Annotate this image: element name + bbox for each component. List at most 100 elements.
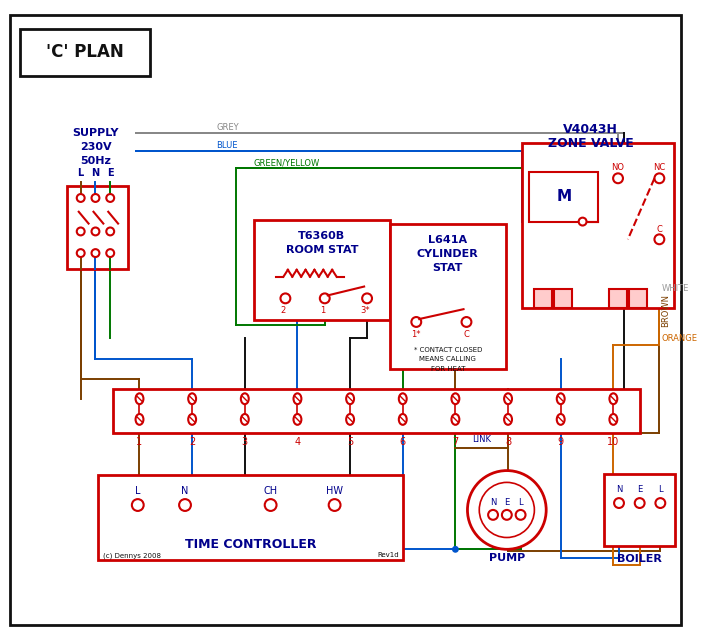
Text: 3*: 3*	[360, 306, 370, 315]
Circle shape	[91, 194, 100, 202]
Ellipse shape	[399, 414, 406, 425]
Text: E: E	[504, 497, 510, 506]
Bar	[522, 143, 674, 308]
Circle shape	[77, 228, 85, 235]
Circle shape	[106, 228, 114, 235]
Ellipse shape	[557, 414, 564, 425]
Ellipse shape	[504, 394, 512, 404]
Text: L: L	[518, 497, 523, 506]
Text: FOR HEAT: FOR HEAT	[430, 366, 465, 372]
Text: C: C	[656, 225, 662, 234]
Ellipse shape	[188, 414, 196, 425]
Text: NC: NC	[654, 163, 665, 172]
Text: 5: 5	[347, 437, 353, 447]
Text: 'C' PLAN: 'C' PLAN	[46, 44, 124, 62]
Text: L: L	[78, 169, 84, 178]
Text: N: N	[490, 497, 496, 506]
Text: CH: CH	[263, 487, 278, 496]
Circle shape	[77, 249, 85, 257]
Circle shape	[578, 218, 587, 226]
Ellipse shape	[451, 414, 459, 425]
Text: * CONTACT CLOSED: * CONTACT CLOSED	[413, 347, 482, 353]
Ellipse shape	[609, 414, 617, 425]
Text: HW: HW	[326, 487, 343, 496]
Ellipse shape	[609, 394, 617, 404]
Text: PUMP: PUMP	[489, 553, 525, 563]
Bar	[113, 389, 640, 433]
Text: E: E	[107, 169, 114, 178]
Text: ZONE VALVE: ZONE VALVE	[548, 137, 633, 150]
Circle shape	[516, 510, 526, 520]
Circle shape	[329, 499, 340, 511]
Text: CYLINDER: CYLINDER	[417, 249, 479, 259]
Bar	[67, 186, 128, 269]
Circle shape	[362, 294, 372, 303]
Text: 4: 4	[294, 437, 300, 447]
Text: MEANS CALLING: MEANS CALLING	[419, 356, 476, 362]
Circle shape	[452, 546, 459, 553]
Circle shape	[179, 499, 191, 511]
Circle shape	[411, 317, 421, 327]
Text: 6: 6	[399, 437, 406, 447]
Circle shape	[106, 249, 114, 257]
Text: T6360B: T6360B	[298, 231, 345, 241]
Circle shape	[468, 470, 546, 549]
Ellipse shape	[557, 394, 564, 404]
Circle shape	[654, 173, 664, 183]
Circle shape	[320, 294, 330, 303]
Ellipse shape	[135, 394, 143, 404]
Bar	[604, 474, 675, 546]
Text: 3: 3	[241, 437, 248, 447]
Text: ROOM STAT: ROOM STAT	[286, 245, 358, 255]
Circle shape	[635, 498, 644, 508]
Bar	[390, 224, 506, 369]
Bar	[534, 288, 552, 308]
Ellipse shape	[241, 414, 249, 425]
Text: 1: 1	[136, 437, 143, 447]
Text: 10: 10	[607, 437, 619, 447]
Text: NO: NO	[611, 163, 625, 172]
Bar	[254, 220, 390, 320]
Text: E: E	[637, 485, 642, 494]
Text: Rev1d: Rev1d	[377, 552, 399, 558]
Text: 2: 2	[189, 437, 195, 447]
Text: N: N	[91, 169, 100, 178]
Text: BOILER: BOILER	[617, 554, 662, 564]
Ellipse shape	[504, 414, 512, 425]
Ellipse shape	[346, 394, 354, 404]
Ellipse shape	[399, 394, 406, 404]
Ellipse shape	[293, 394, 301, 404]
Bar	[529, 172, 598, 222]
Text: SUPPLY: SUPPLY	[72, 128, 119, 138]
Text: 7: 7	[452, 437, 458, 447]
Circle shape	[281, 294, 291, 303]
Ellipse shape	[135, 414, 143, 425]
Circle shape	[488, 510, 498, 520]
Circle shape	[479, 483, 534, 538]
Circle shape	[614, 498, 624, 508]
Ellipse shape	[188, 394, 196, 404]
Text: STAT: STAT	[432, 263, 463, 273]
Text: ORANGE: ORANGE	[661, 334, 697, 343]
Text: BROWN: BROWN	[661, 294, 670, 327]
Circle shape	[106, 194, 114, 202]
Circle shape	[265, 499, 277, 511]
Text: 1*: 1*	[411, 330, 421, 339]
Circle shape	[132, 499, 144, 511]
Text: 50Hz: 50Hz	[80, 156, 111, 165]
Circle shape	[613, 173, 623, 183]
Text: N: N	[616, 485, 622, 494]
Text: TIME CONTROLLER: TIME CONTROLLER	[185, 538, 317, 551]
Circle shape	[91, 249, 100, 257]
Text: L: L	[135, 487, 140, 496]
Text: WHITE: WHITE	[661, 285, 689, 294]
Ellipse shape	[293, 414, 301, 425]
Text: L641A: L641A	[428, 235, 468, 246]
Text: GREY: GREY	[216, 123, 239, 132]
Bar	[609, 288, 627, 308]
Text: C: C	[463, 330, 470, 339]
Text: 1: 1	[320, 306, 326, 315]
Text: L: L	[658, 485, 663, 494]
Text: GREEN/YELLOW: GREEN/YELLOW	[254, 158, 320, 167]
Text: 9: 9	[557, 437, 564, 447]
